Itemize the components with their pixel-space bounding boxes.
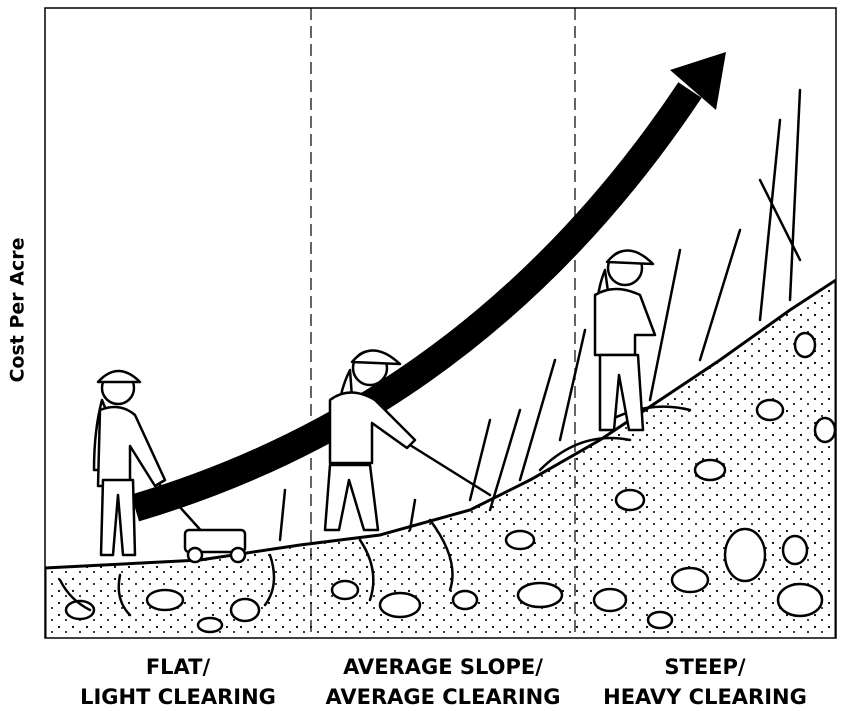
section-label: AVERAGE CLEARING bbox=[326, 685, 561, 709]
cost-arrow bbox=[131, 82, 702, 522]
section-label: HEAVY CLEARING bbox=[603, 685, 807, 709]
section-label: AVERAGE SLOPE/ bbox=[343, 655, 543, 679]
y-axis-label: Cost Per Acre bbox=[7, 237, 29, 382]
section-label: LIGHT CLEARING bbox=[80, 685, 276, 709]
section-label: STEEP/ bbox=[664, 655, 746, 679]
frame bbox=[44, 7, 837, 639]
arrow-head bbox=[670, 52, 726, 110]
section-label: FLAT/ bbox=[146, 655, 211, 679]
worker-average bbox=[323, 349, 492, 532]
worker-flat bbox=[92, 369, 247, 564]
stones bbox=[64, 331, 836, 634]
worker-steep bbox=[593, 249, 657, 432]
brush bbox=[58, 88, 802, 617]
scene bbox=[45, 52, 836, 638]
